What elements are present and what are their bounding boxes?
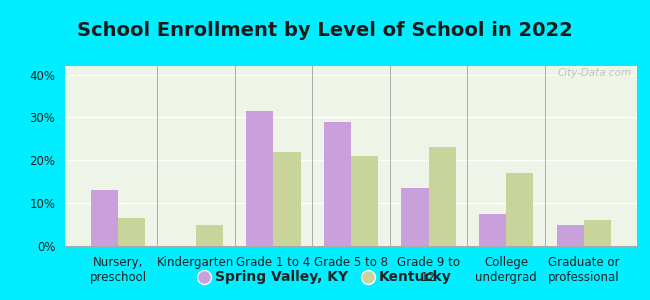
Bar [118, 218, 146, 246]
Bar [428, 147, 456, 246]
Bar [324, 122, 351, 246]
Bar [91, 190, 118, 246]
Bar [556, 225, 584, 246]
Bar [506, 173, 534, 246]
Bar [402, 188, 428, 246]
Bar [274, 152, 300, 246]
Bar [479, 214, 506, 246]
Bar [246, 111, 274, 246]
Text: School Enrollment by Level of School in 2022: School Enrollment by Level of School in … [77, 21, 573, 40]
Text: City-Data.com: City-Data.com [557, 68, 631, 78]
Legend: Spring Valley, KY, Kentucky: Spring Valley, KY, Kentucky [193, 265, 457, 290]
Bar [351, 156, 378, 246]
Bar [584, 220, 611, 246]
Bar [196, 225, 223, 246]
